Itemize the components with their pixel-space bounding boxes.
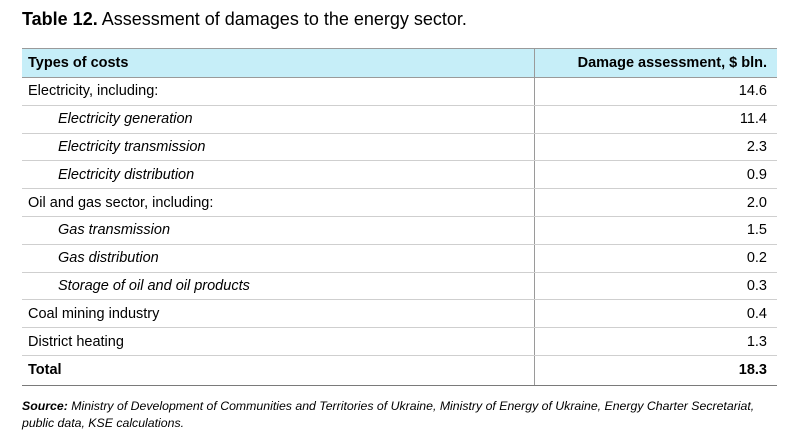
table-title: Assessment of damages to the energy sect… <box>101 9 467 29</box>
table-caption: Table 12. Assessment of damages to the e… <box>22 9 467 30</box>
cost-type-cell: Electricity distribution <box>22 160 535 190</box>
damage-value-cell: 2.3 <box>534 133 777 162</box>
table-row: Electricity transmission 2.3 <box>22 133 777 162</box>
table-header-row: Types of costs Damage assessment, $ bln. <box>22 48 777 78</box>
cost-type-cell: District heating <box>22 327 535 356</box>
header-damage-assessment: Damage assessment, $ bln. <box>534 48 777 78</box>
damages-table: Types of costs Damage assessment, $ bln.… <box>22 48 777 386</box>
damage-value-cell: 1.5 <box>534 216 777 245</box>
table-row: Electricity, including: 14.6 <box>22 77 777 106</box>
damage-value-cell: 0.3 <box>534 272 777 301</box>
table-row: Gas distribution 0.2 <box>22 244 777 273</box>
damage-value-cell: 11.4 <box>534 105 777 134</box>
table-row: Electricity distribution 0.9 <box>22 160 777 190</box>
damage-value-cell: 0.2 <box>534 244 777 273</box>
cost-type-cell: Electricity transmission <box>22 133 535 162</box>
total-value: 18.3 <box>534 355 777 386</box>
table-row: District heating 1.3 <box>22 327 777 356</box>
source-text: Ministry of Development of Communities a… <box>22 399 755 430</box>
damage-value-cell: 0.9 <box>534 160 777 190</box>
table-row: Gas transmission 1.5 <box>22 216 777 245</box>
table-body: Electricity, including: 14.6 Electricity g… <box>22 77 777 386</box>
cost-type-cell: Oil and gas sector, including: <box>22 188 535 217</box>
damage-value-cell: 14.6 <box>534 77 777 106</box>
header-types-of-costs: Types of costs <box>22 48 535 78</box>
table-row: Electricity generation 11.4 <box>22 105 777 134</box>
cost-type-cell: Electricity, including: <box>22 77 535 106</box>
table-number: Table 12. <box>22 9 98 29</box>
source-note: Source: Ministry of Development of Commu… <box>22 398 782 431</box>
damage-value-cell: 2.0 <box>534 188 777 217</box>
damage-value-cell: 0.4 <box>534 299 777 329</box>
cost-type-cell: Coal mining industry <box>22 299 535 329</box>
cost-type-cell: Gas transmission <box>22 216 535 245</box>
cost-type-cell: Electricity generation <box>22 105 535 134</box>
cost-type-cell: Gas distribution <box>22 244 535 273</box>
total-label: Total <box>22 355 535 386</box>
table-row: Coal mining industry 0.4 <box>22 299 777 329</box>
cost-type-cell: Storage of oil and oil products <box>22 272 535 301</box>
total-row: Total 18.3 <box>22 355 777 386</box>
table-row: Oil and gas sector, including: 2.0 <box>22 188 777 217</box>
damage-value-cell: 1.3 <box>534 327 777 356</box>
table-row: Storage of oil and oil products 0.3 <box>22 272 777 301</box>
source-label: Source: <box>22 399 68 413</box>
